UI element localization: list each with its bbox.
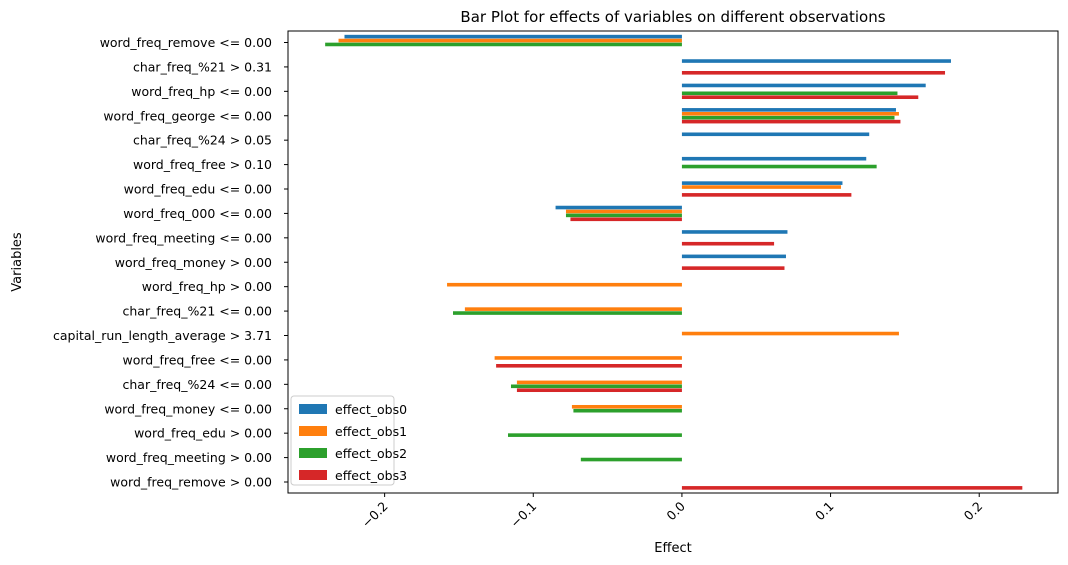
y-tick-label: word_freq_meeting > 0.00 (106, 450, 272, 465)
x-tick-label: 0.2 (961, 499, 986, 524)
y-tick-label: word_freq_money > 0.00 (115, 255, 272, 270)
y-tick-label: char_freq_%24 <= 0.00 (123, 377, 273, 392)
legend-label-effect_obs2: effect_obs2 (335, 446, 407, 461)
bar-effect_obs3-7 (570, 217, 682, 222)
bar-effect_obs1-13 (494, 356, 682, 360)
legend-label-effect_obs3: effect_obs3 (335, 468, 407, 483)
legend: effect_obs0 effect_obs1 effect_obs2 effect_… (290, 395, 407, 486)
bar-effect_obs0-1 (681, 59, 951, 63)
legend-swatch-effect_obs3 (299, 470, 327, 480)
bar-effect_obs3-8 (681, 241, 775, 246)
bar-effect_obs3-14 (516, 388, 682, 393)
x-tick-label: −0.1 (507, 499, 539, 531)
y-tick-label: capital_run_length_average > 3.71 (53, 328, 272, 343)
y-tick-label: word_freq_edu > 0.00 (134, 426, 272, 441)
bar-effect_obs3-1 (681, 70, 946, 75)
bars-layer (325, 34, 1023, 490)
bar-effect_obs1-12 (681, 331, 899, 336)
bar-effect_obs1-3 (681, 111, 899, 116)
bar-effect_obs2-7 (565, 213, 682, 218)
bar-effect_obs0-4 (681, 132, 870, 137)
bar-effect_obs0-6 (681, 181, 843, 185)
y-tick-label: char_freq_%24 > 0.05 (133, 133, 272, 148)
y-tick-label: word_freq_000 <= 0.00 (123, 206, 272, 221)
bar-effect_obs0-2 (681, 83, 926, 88)
bar-effect_obs1-10 (447, 282, 682, 287)
bar-effect_obs3-13 (496, 363, 682, 368)
y-tick-label: word_freq_george <= 0.00 (103, 108, 272, 123)
bar-effect_obs1-14 (516, 380, 682, 385)
bar-effect_obs0-3 (681, 108, 896, 112)
x-axis-label: Effect (654, 541, 691, 556)
y-tick-label: word_freq_edu <= 0.00 (124, 182, 272, 197)
bar-effect_obs2-16 (508, 433, 682, 437)
legend-swatch-effect_obs2 (299, 448, 327, 458)
y-tick-label: word_freq_free > 0.10 (133, 157, 272, 172)
x-tick-label: 0.0 (663, 498, 688, 523)
y-tick-label: word_freq_remove <= 0.00 (100, 35, 272, 50)
y-tick-label: word_freq_free <= 0.00 (123, 352, 273, 367)
bar-effect_obs0-0 (344, 34, 682, 39)
y-tick-label: word_freq_meeting <= 0.00 (95, 230, 272, 245)
bar-effect_obs2-15 (573, 408, 682, 413)
legend-swatch-effect_obs1 (299, 426, 327, 436)
x-axis: −0.2 −0.1 0.0 0.1 0.2 (359, 493, 986, 531)
y-axis-label: Variables (10, 232, 25, 292)
legend-label-effect_obs1: effect_obs1 (335, 424, 407, 439)
bar-effect_obs3-6 (681, 193, 852, 197)
bar-effect_obs3-2 (681, 95, 919, 100)
y-tick-label: word_freq_hp > 0.00 (142, 279, 272, 294)
y-tick-label: char_freq_%21 <= 0.00 (123, 304, 273, 319)
bar-effect_obs2-0 (325, 42, 682, 47)
bar-effect_obs2-3 (681, 115, 895, 120)
y-tick-label: char_freq_%21 > 0.31 (133, 59, 272, 74)
bar-effect_obs0-7 (555, 205, 682, 210)
y-tick-label: word_freq_money <= 0.00 (104, 401, 272, 416)
bar-effect_obs2-11 (453, 311, 682, 315)
bar-effect_obs1-6 (681, 185, 841, 189)
x-tick-label: −0.2 (359, 499, 391, 531)
bar-effect_obs1-15 (571, 404, 682, 409)
bar-effect_obs1-11 (464, 307, 682, 311)
bar-effect_obs2-5 (681, 164, 877, 169)
legend-box (290, 395, 395, 486)
bar-effect_obs2-14 (510, 384, 682, 389)
bar-effect_obs0-9 (681, 254, 786, 259)
bar-effect_obs0-8 (681, 230, 788, 234)
x-tick-label: 0.1 (812, 499, 837, 524)
chart-title: Bar Plot for effects of variables on dif… (460, 8, 885, 26)
legend-swatch-effect_obs0 (299, 404, 327, 414)
legend-label-effect_obs0: effect_obs0 (335, 402, 407, 417)
bar-effect_obs2-17 (580, 457, 682, 462)
bar-effect_obs2-2 (681, 91, 898, 96)
bar-effect_obs0-5 (681, 156, 867, 161)
bar-effect_obs1-0 (338, 38, 682, 43)
y-tick-label: word_freq_remove > 0.00 (110, 475, 272, 490)
bar-effect_obs3-18 (681, 486, 1023, 490)
bar-effect_obs3-3 (681, 119, 901, 124)
bar-effect_obs1-7 (565, 209, 682, 214)
y-axis: word_freq_remove <= 0.00 char_freq_%21 > … (53, 35, 288, 490)
bar-effect_obs3-9 (681, 266, 785, 270)
y-tick-label: word_freq_hp <= 0.00 (131, 84, 272, 99)
